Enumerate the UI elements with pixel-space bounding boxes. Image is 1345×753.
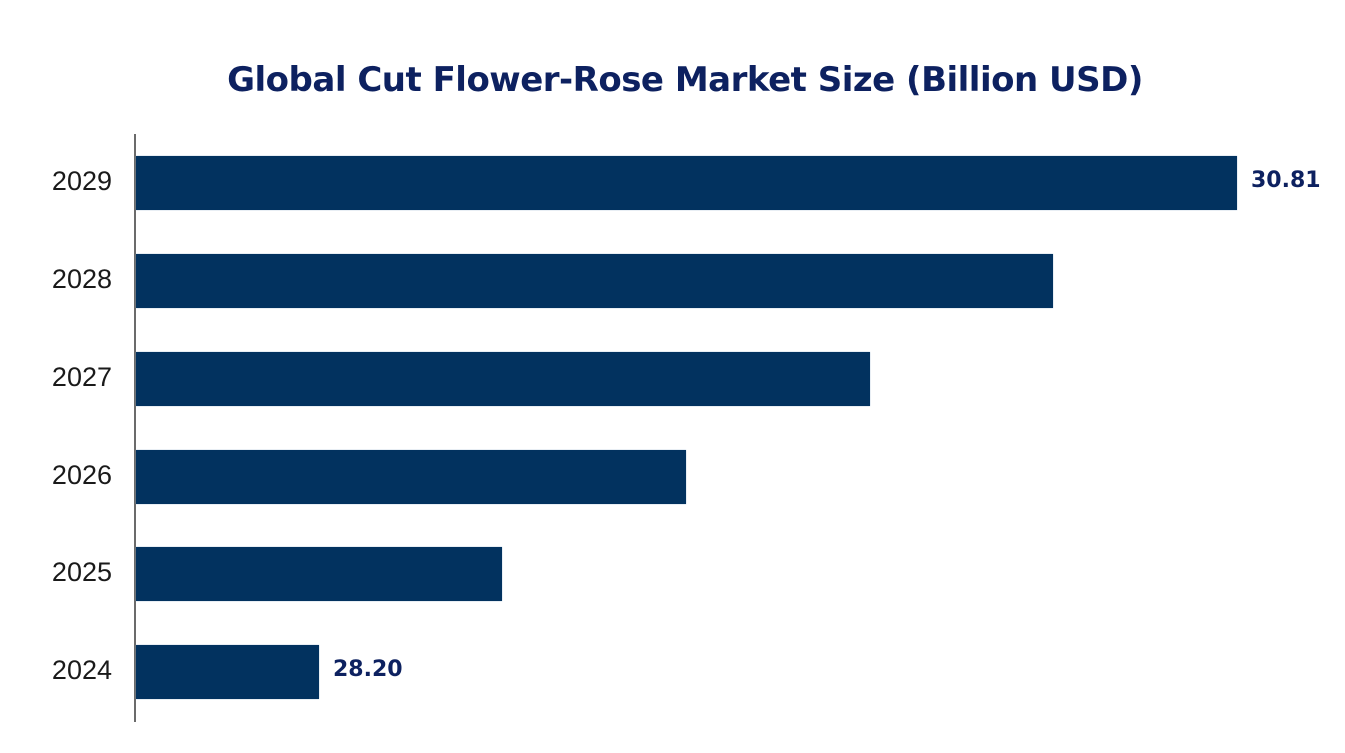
bar-row-2024: 2024 28.20 — [0, 645, 1345, 699]
bar-row-2029: 2029 30.81 — [0, 156, 1345, 210]
bar — [136, 450, 686, 504]
bar — [136, 547, 502, 601]
y-tick-label: 2028 — [51, 264, 112, 294]
bar-row-2025: 2025 — [0, 547, 1345, 601]
bar-row-2026: 2026 — [0, 450, 1345, 504]
bar — [136, 645, 319, 699]
y-tick-label: 2029 — [51, 166, 112, 196]
y-axis-line — [134, 134, 136, 722]
y-tick-label: 2026 — [51, 460, 112, 490]
data-label: 30.81 — [1251, 168, 1321, 193]
chart-title: Global Cut Flower-Rose Market Size (Bill… — [227, 60, 1143, 100]
bar — [136, 352, 870, 406]
bar-row-2028: 2028 — [0, 254, 1345, 308]
y-tick-label: 2027 — [51, 362, 112, 392]
bar — [136, 156, 1237, 210]
data-label: 28.20 — [333, 657, 403, 682]
bar-row-2027: 2027 — [0, 352, 1345, 406]
bar — [136, 254, 1053, 308]
y-tick-label: 2024 — [51, 655, 112, 685]
y-tick-label: 2025 — [51, 557, 112, 587]
